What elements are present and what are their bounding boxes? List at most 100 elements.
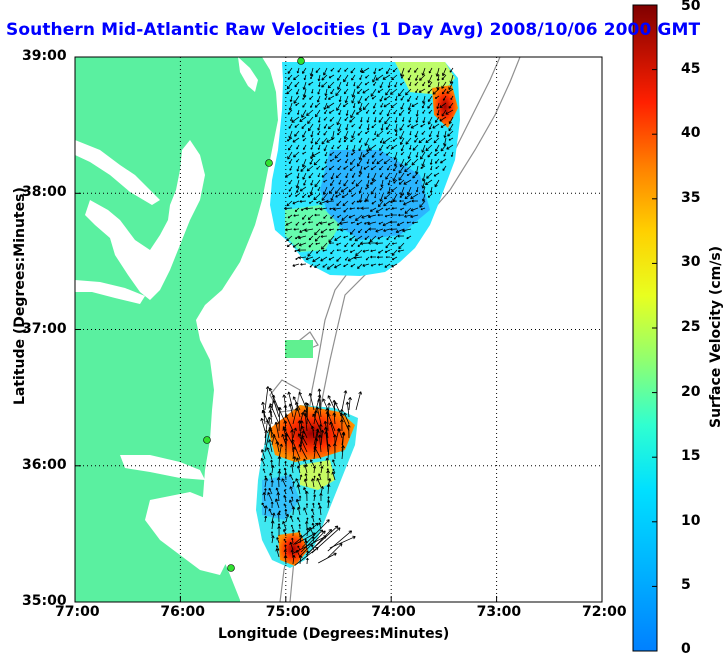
velocity-arrow xyxy=(341,193,349,198)
velocity-arrow xyxy=(319,200,328,205)
velocity-arrow xyxy=(414,67,419,73)
velocity-arrow xyxy=(391,144,398,150)
colorbar-tick-label: 0 xyxy=(681,641,691,657)
velocity-arrow xyxy=(264,419,270,439)
velocity-arrow xyxy=(375,74,384,81)
velocity-arrow xyxy=(289,165,293,171)
velocity-arrow xyxy=(294,123,300,128)
velocity-arrow xyxy=(295,221,300,226)
velocity-arrow xyxy=(299,228,307,233)
velocity-arrow xyxy=(340,228,349,232)
velocity-arrow xyxy=(330,214,335,219)
velocity-arrow xyxy=(269,403,280,425)
velocity-arrow xyxy=(264,515,268,523)
velocity-arrow xyxy=(312,502,315,509)
velocity-arrow xyxy=(298,391,308,411)
velocity-arrow xyxy=(330,179,335,187)
velocity-arrow xyxy=(317,130,321,136)
velocity-arrow xyxy=(295,102,300,106)
velocity-arrow xyxy=(440,123,447,128)
velocity-arrow xyxy=(398,88,405,97)
velocity-arrow xyxy=(366,123,370,131)
velocity-arrow xyxy=(432,88,440,95)
velocity-arrow xyxy=(450,95,454,100)
velocity-arrow xyxy=(319,221,328,225)
velocity-arrow xyxy=(370,88,377,97)
velocity-arrow xyxy=(345,123,349,131)
velocity-arrow xyxy=(399,199,405,203)
velocity-arrow xyxy=(358,123,363,130)
velocity-arrow xyxy=(385,123,391,131)
velocity-arrow xyxy=(393,235,398,240)
velocity-arrow xyxy=(367,172,370,179)
velocity-arrow xyxy=(328,235,335,243)
velocity-arrow xyxy=(327,395,336,411)
velocity-arrow xyxy=(360,116,363,123)
velocity-arrow xyxy=(317,123,321,131)
velocity-arrow xyxy=(450,151,454,157)
velocity-arrow xyxy=(327,221,335,226)
velocity-arrow xyxy=(377,235,384,240)
velocity-arrow xyxy=(296,465,301,474)
velocity-arrow xyxy=(296,144,300,150)
velocity-arrow xyxy=(326,500,331,509)
velocity-arrow xyxy=(435,67,440,77)
velocity-arrow xyxy=(295,186,300,194)
velocity-arrow xyxy=(414,137,419,143)
velocity-arrow xyxy=(378,67,384,71)
velocity-arrow xyxy=(379,81,384,89)
velocity-arrow xyxy=(406,235,412,240)
velocity-arrow xyxy=(351,95,356,104)
velocity-arrow xyxy=(395,228,405,234)
velocity-arrow xyxy=(398,172,405,181)
velocity-arrow xyxy=(345,158,349,164)
velocity-arrow xyxy=(339,419,344,432)
velocity-arrow xyxy=(447,130,454,137)
velocity-arrow xyxy=(357,130,363,136)
velocity-arrow xyxy=(313,446,322,460)
velocity-arrow xyxy=(434,95,440,99)
velocity-arrow xyxy=(393,165,398,172)
velocity-arrow xyxy=(329,241,335,245)
velocity-arrow xyxy=(317,434,322,453)
velocity-arrow xyxy=(297,433,308,453)
velocity-arrow xyxy=(392,67,398,73)
velocity-arrow xyxy=(384,116,391,125)
velocity-arrow xyxy=(296,109,300,115)
colorbar-tick-label: 25 xyxy=(681,319,701,335)
velocity-arrow xyxy=(401,116,405,122)
velocity-arrow xyxy=(328,228,335,231)
velocity-arrow xyxy=(360,241,370,246)
velocity-arrow xyxy=(323,144,328,152)
velocity-arrow xyxy=(288,403,294,418)
velocity-arrow xyxy=(283,503,287,509)
velocity-arrow xyxy=(308,242,314,248)
velocity-arrow xyxy=(307,123,314,132)
colorbar-tick-label: 35 xyxy=(681,189,701,206)
velocity-arrow xyxy=(364,221,370,225)
velocity-arrow xyxy=(303,478,308,488)
velocity-arrow xyxy=(310,478,315,488)
velocity-arrow xyxy=(368,241,377,245)
velocity-arrow xyxy=(336,242,342,246)
colorbar-tick-label: 10 xyxy=(681,512,701,529)
velocity-arrow xyxy=(407,95,412,102)
velocity-arrow xyxy=(330,193,335,201)
velocity-arrow xyxy=(270,501,274,509)
velocity-arrow xyxy=(393,109,398,115)
velocity-arrow xyxy=(392,172,398,182)
velocity-arrow xyxy=(383,158,391,165)
velocity-arrow xyxy=(403,200,412,206)
velocity-arrow xyxy=(323,102,328,110)
velocity-arrow xyxy=(393,158,398,167)
velocity-arrow xyxy=(379,109,384,115)
velocity-arrow xyxy=(428,67,433,74)
velocity-arrow xyxy=(292,481,296,488)
velocity-arrow xyxy=(350,263,356,268)
velocity-arrow xyxy=(283,555,288,565)
velocity-arrow xyxy=(284,413,294,432)
velocity-arrow xyxy=(374,130,377,136)
velocity-arrow xyxy=(289,515,294,523)
tick-marks xyxy=(75,192,498,602)
